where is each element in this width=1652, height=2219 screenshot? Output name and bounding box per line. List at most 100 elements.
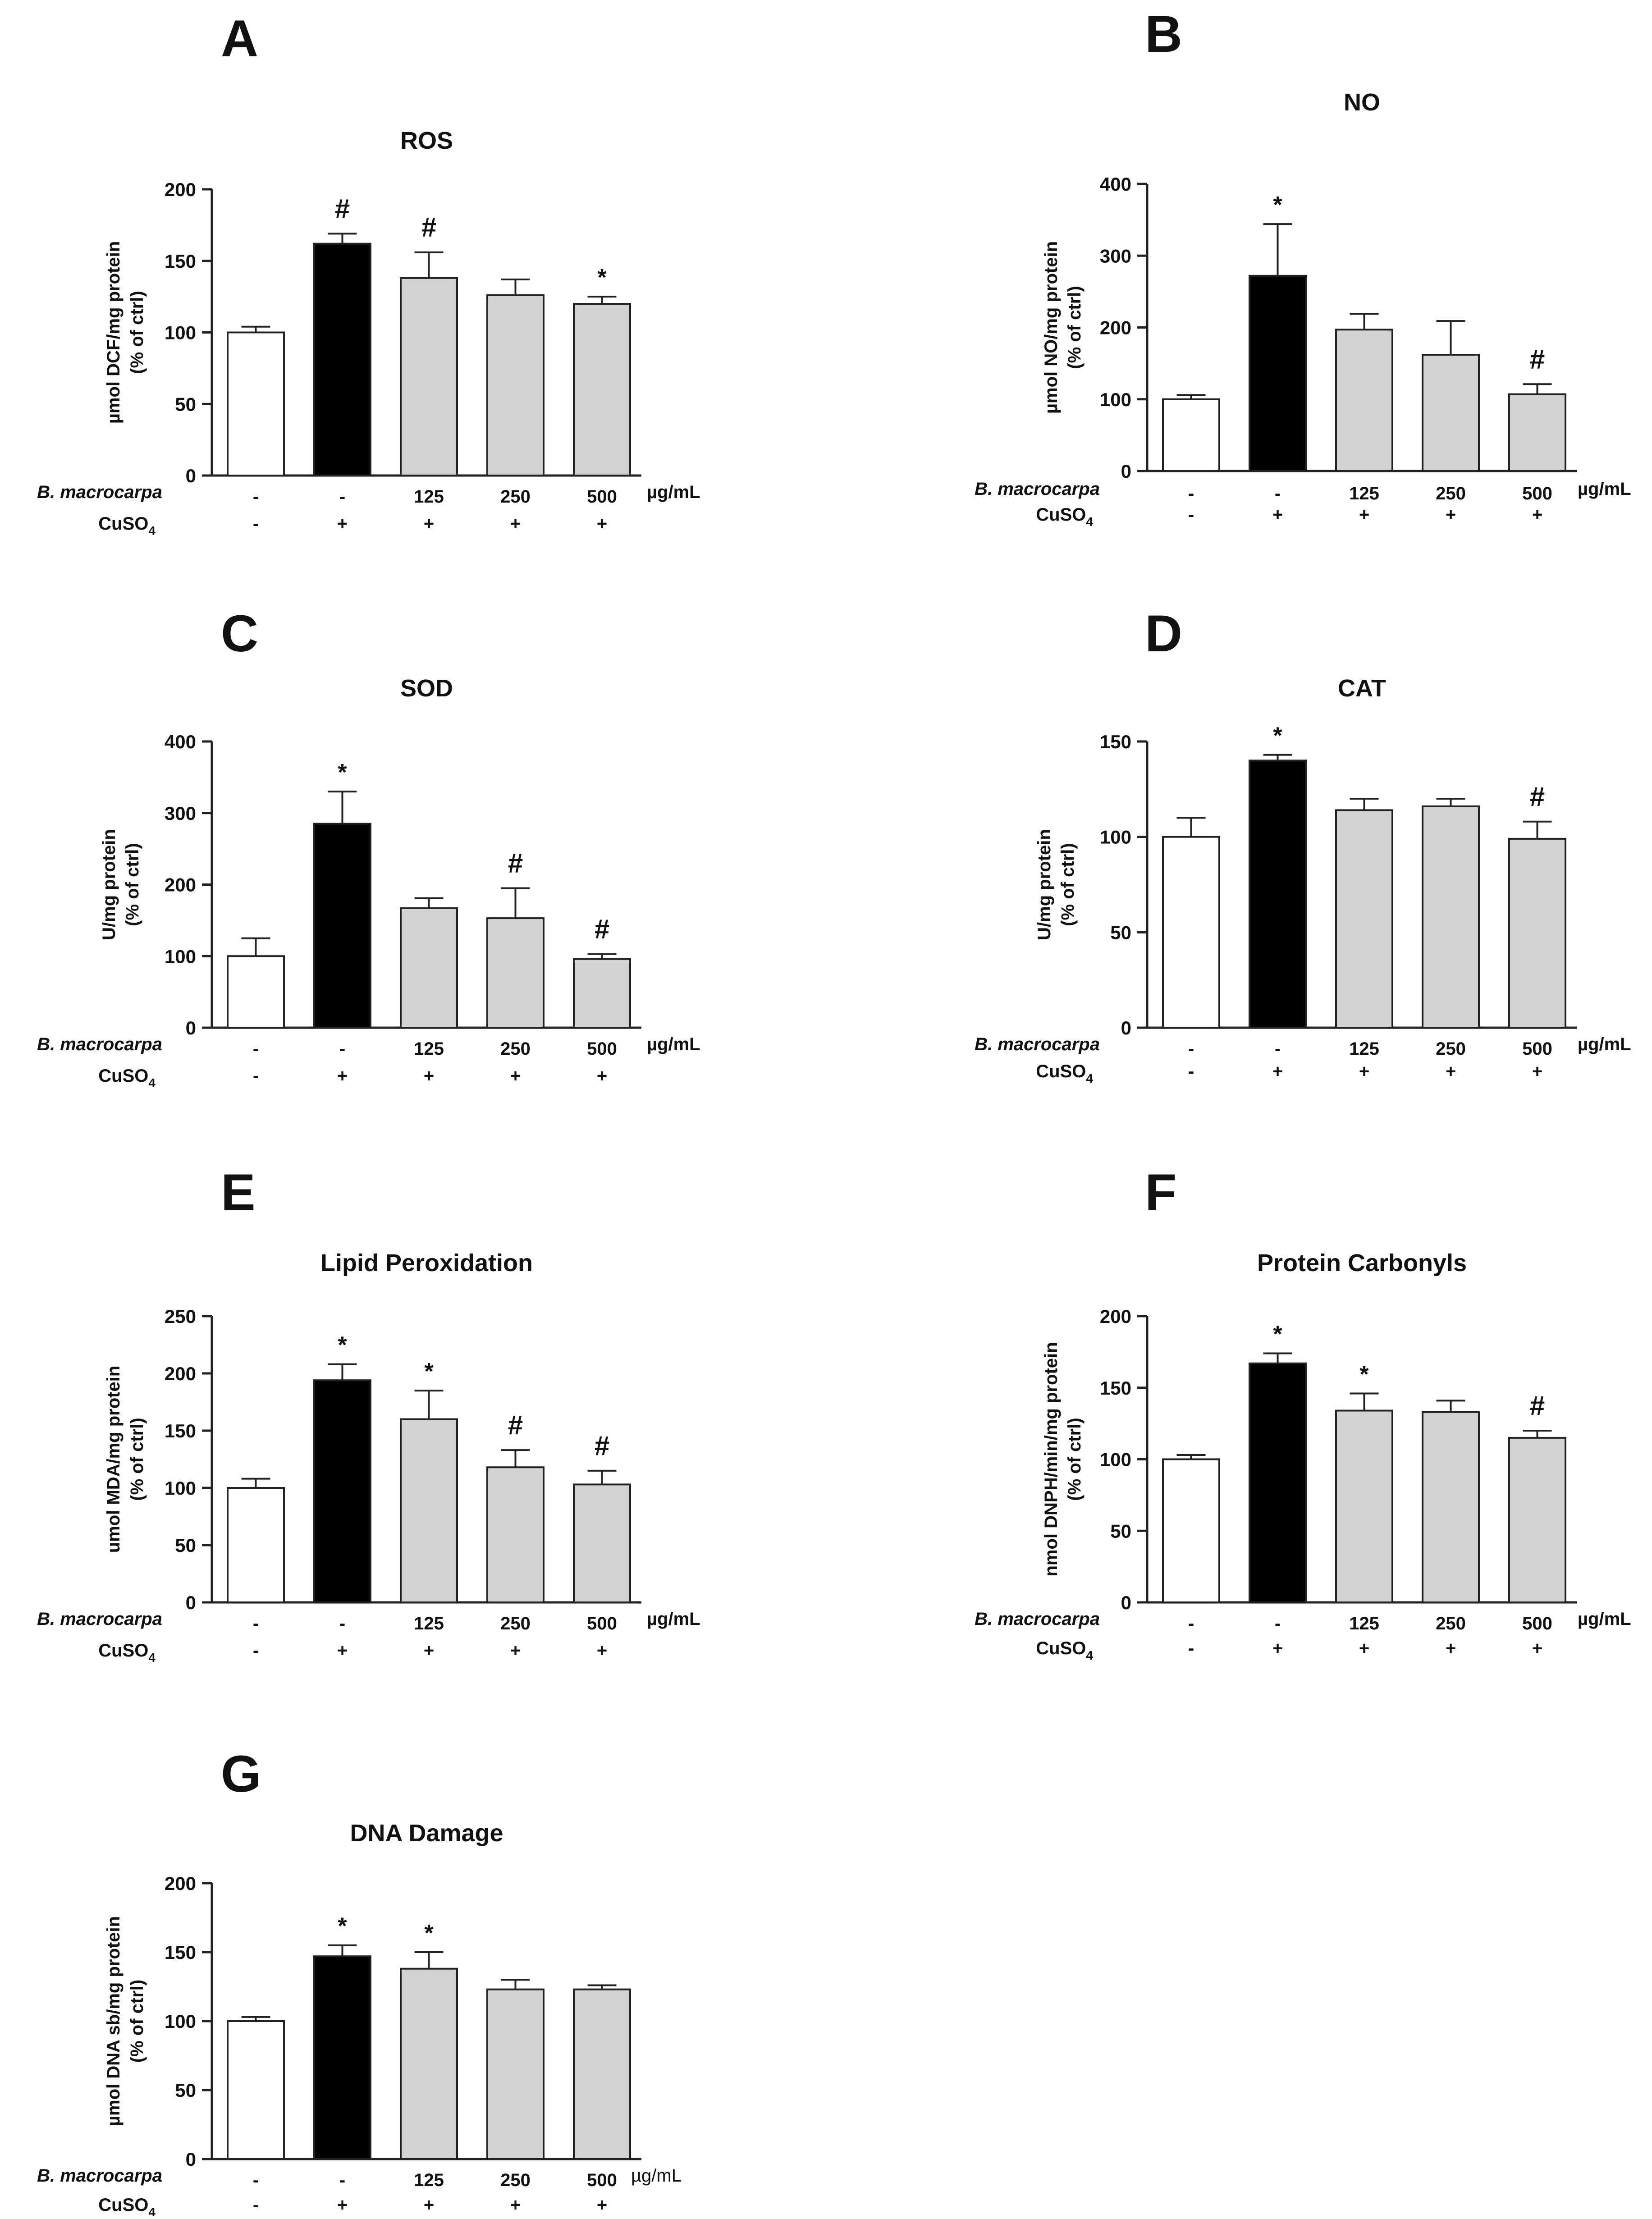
dose-label: 500 [587, 1039, 617, 1059]
cuso4-subscript: 4 [1086, 1648, 1093, 1662]
dose-label: 125 [414, 487, 444, 507]
cuso4-label: + [1272, 505, 1283, 525]
dose-label: - [339, 1614, 345, 1633]
dose-label: 500 [1522, 1039, 1552, 1059]
y-tick-label: 400 [165, 731, 196, 752]
dose-label: 250 [500, 1614, 531, 1633]
cuso4-formula: CuSO [98, 1066, 148, 1086]
panel-A: A ROS µmol DCF/mg protein (% of ctrl) 0 50 100… [37, 10, 700, 538]
y-axis-label-line1: umol MDA/mg protein [104, 1366, 124, 1553]
cuso4-label: + [337, 1641, 348, 1661]
bar-1 [1162, 836, 1220, 1029]
y-tick-label: 200 [1100, 317, 1131, 339]
panel-letter: D [1145, 605, 1182, 663]
bar-5 [573, 1988, 631, 2160]
y-axis-label: umol MDA/mg protein (% of ctrl) [104, 1366, 147, 1553]
y-axis-label-line1: U/mg protein [1034, 829, 1054, 940]
dose-label: - [253, 1039, 259, 1059]
y-tick-label: 150 [1100, 731, 1131, 752]
cuso4-formula: CuSO [1036, 1638, 1086, 1658]
dose-label: - [1275, 1614, 1281, 1633]
cuso4-row-label: CuSO4 [98, 2195, 156, 2219]
dose-label: 500 [1522, 484, 1552, 503]
cuso4-row-label: CuSO4 [98, 514, 156, 538]
cuso4-label: + [1359, 505, 1369, 525]
y-tick-label: 100 [165, 2011, 196, 2032]
cuso4-label: + [337, 2195, 348, 2215]
y-axis-label: U/mg protein (% of ctrl) [99, 829, 142, 940]
dose-label: - [1275, 1039, 1281, 1059]
significance-asterisk: * [1359, 1361, 1369, 1387]
cuso4-subscript: 4 [1086, 1071, 1093, 1085]
extract-row-label: B. macrocarpa [975, 479, 1100, 499]
y-tick-label: 100 [165, 322, 196, 343]
y-axis-label-line2: (% of ctrl) [1058, 843, 1078, 926]
y-axis-label: µmol NO/mg protein (% of ctrl) [1041, 241, 1085, 414]
cuso4-label: + [597, 514, 607, 534]
cuso4-subscript: 4 [148, 524, 156, 538]
y-axis-label-line2: (% of ctrl) [1065, 1418, 1085, 1501]
significance-asterisk: * [338, 1332, 347, 1359]
cuso4-label: + [510, 2195, 521, 2215]
extract-row-label: B. macrocarpa [37, 2166, 162, 2186]
dose-label: 250 [500, 487, 531, 507]
chart-title: CAT [1338, 675, 1386, 702]
cuso4-label: + [337, 1066, 348, 1086]
panel-C: C SOD U/mg protein (% of ctrl) 0 100 200 300 400… [37, 605, 700, 1090]
dose-label: - [339, 1039, 345, 1059]
bar-5 [1508, 393, 1566, 472]
significance-asterisk: * [424, 1920, 434, 1946]
y-axis-label: µmol DCF/mg protein (% of ctrl) [104, 241, 147, 424]
y-axis-label: µmol DNA sb/mg protein (% of ctrl) [104, 1916, 147, 2126]
dose-label: 500 [587, 487, 617, 507]
unit-label: µg/mL [1578, 1609, 1631, 1629]
bar-2 [313, 823, 371, 1029]
significance-hash: # [1530, 1391, 1545, 1421]
y-tick-label: 150 [1100, 1377, 1131, 1399]
chart-title: DNA Damage [350, 1820, 503, 1847]
unit-label: µg/mL [1578, 479, 1631, 499]
cuso4-label: + [1359, 1061, 1369, 1081]
dose-label: 125 [1349, 1614, 1379, 1633]
bar-2 [1249, 759, 1307, 1029]
y-tick-label: 0 [186, 1592, 196, 1613]
dose-label: 125 [414, 1614, 444, 1633]
y-tick-label: 50 [175, 393, 196, 415]
bar-4 [1422, 805, 1480, 1029]
significance-hash: # [508, 1410, 523, 1440]
dose-label: - [1188, 1614, 1194, 1633]
y-tick-label: 200 [1100, 1306, 1131, 1327]
y-axis-label-line1: nmol DNPH/min/mg protein [1041, 1342, 1061, 1577]
significance-hash: # [335, 193, 350, 224]
cuso4-label: + [1532, 1638, 1542, 1658]
bar-5 [573, 303, 631, 476]
dose-label: 250 [500, 2170, 531, 2190]
y-tick-label: 100 [165, 1478, 196, 1499]
bar-3 [400, 1967, 458, 2160]
cuso4-label: + [1532, 1061, 1542, 1081]
chart-title: NO [1344, 89, 1380, 116]
extract-row-label: B. macrocarpa [37, 482, 162, 502]
cuso4-label: - [253, 1066, 259, 1086]
y-axis-label-line1: µmol NO/mg protein [1041, 241, 1061, 414]
bar-5 [1508, 1437, 1566, 1603]
y-tick-label: 100 [165, 946, 196, 967]
cuso4-label: - [253, 1641, 259, 1661]
cuso4-row-label: CuSO4 [98, 1641, 156, 1665]
significance-hash: # [1530, 782, 1545, 812]
cuso4-label: + [424, 2195, 434, 2215]
cuso4-formula: CuSO [98, 2195, 148, 2215]
y-axis-label-line2: (% of ctrl) [127, 291, 147, 374]
bar-3 [400, 277, 458, 476]
bar-4 [486, 1466, 545, 1604]
dose-label: 125 [1349, 484, 1379, 503]
cuso4-label: + [510, 1066, 521, 1086]
significance-hash: # [508, 848, 523, 878]
dose-label: - [339, 2170, 345, 2190]
bar-4 [486, 294, 545, 476]
cuso4-label: - [1188, 505, 1194, 525]
bar-3 [400, 907, 458, 1029]
dose-label: - [339, 487, 345, 507]
